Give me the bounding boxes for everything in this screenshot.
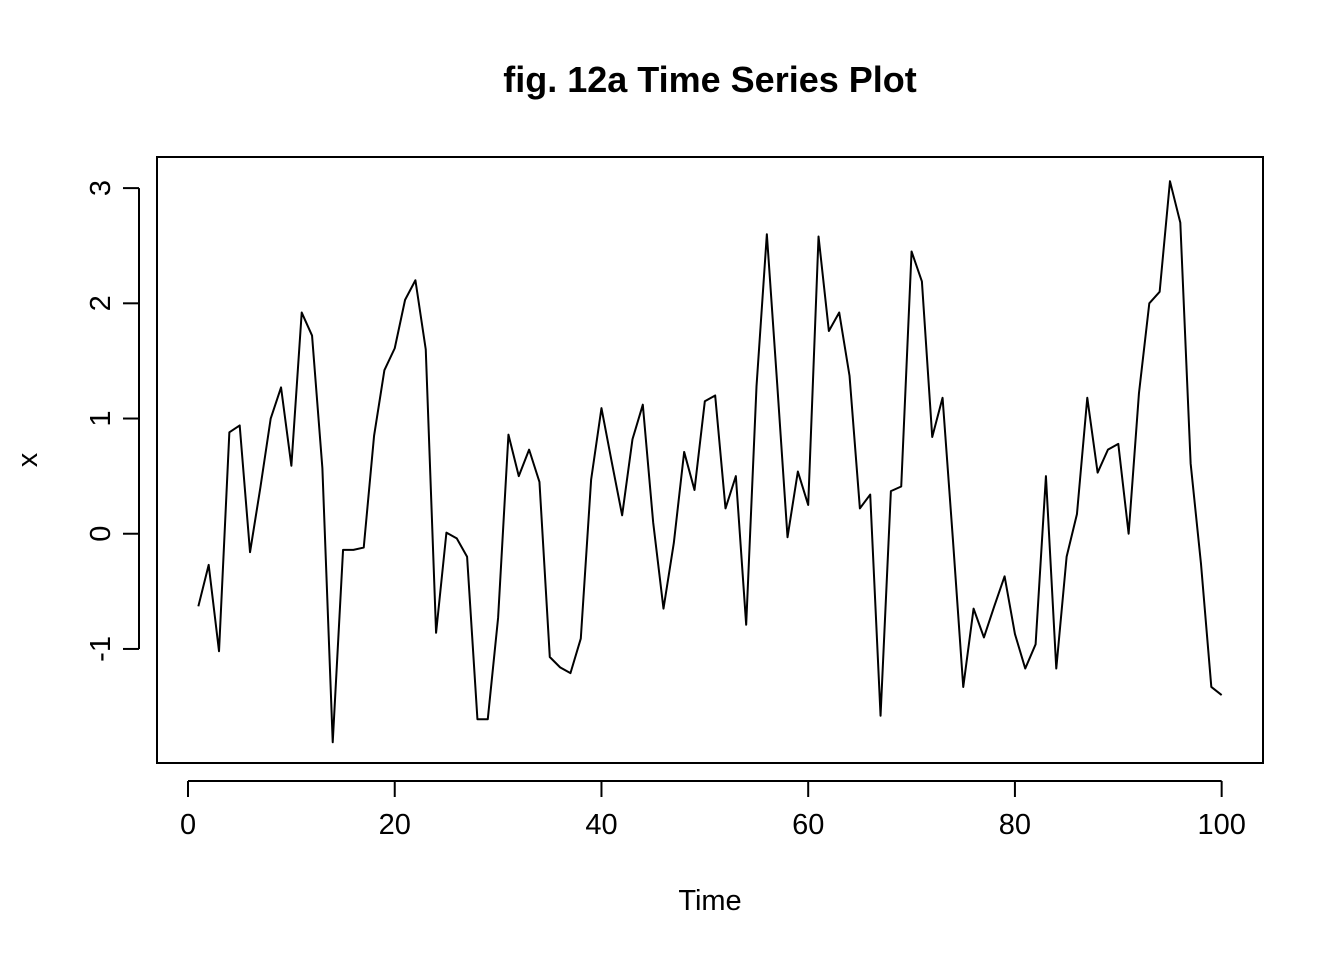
x-axis: 0 20 40 60 80 100 <box>180 780 1246 841</box>
y-axis-label: x <box>12 452 44 467</box>
x-tick-label: 20 <box>379 809 411 841</box>
y-tick-label: -1 <box>85 636 117 662</box>
y-axis: -1 0 1 2 3 <box>85 180 140 662</box>
x-tick-label: 40 <box>585 809 617 841</box>
series-line <box>197 180 1223 744</box>
x-tick-label: 0 <box>180 809 196 841</box>
series-layer <box>197 180 1223 744</box>
y-tick-label: 1 <box>85 410 117 426</box>
y-tick-label: 0 <box>85 526 117 542</box>
y-tick-label: 2 <box>85 295 117 311</box>
x-axis-label: Time <box>678 885 741 917</box>
y-tick-label: 3 <box>85 180 117 196</box>
x-tick-label: 80 <box>999 809 1031 841</box>
x-tick-label: 100 <box>1197 809 1245 841</box>
plot-frame <box>156 156 1264 764</box>
x-tick-label: 60 <box>792 809 824 841</box>
chart-title: fig. 12a Time Series Plot <box>503 59 917 100</box>
